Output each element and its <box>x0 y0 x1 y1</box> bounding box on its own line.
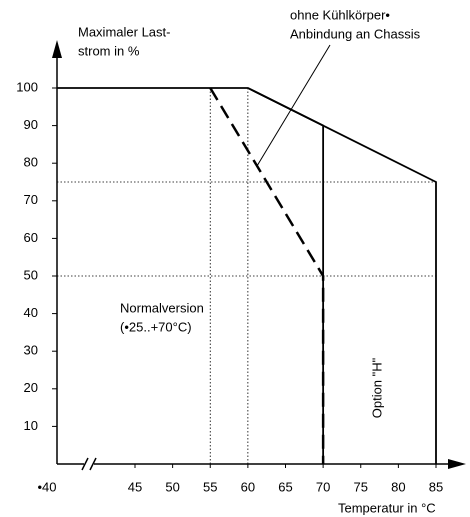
y-tick-label: 100 <box>16 79 38 94</box>
x-tick-label: 55 <box>203 479 217 494</box>
y-axis-title: Maximaler Last- <box>78 24 170 39</box>
y-tick-label: 20 <box>24 380 38 395</box>
y-tick-label: 50 <box>24 267 38 282</box>
x-tick-label: 45 <box>128 479 142 494</box>
axis-break-gap <box>84 458 94 470</box>
y-tick-label: 30 <box>24 343 38 358</box>
annotation: Normalversion <box>120 300 204 315</box>
y-axis-arrow <box>52 40 62 58</box>
y-axis-title: strom in % <box>78 43 140 58</box>
x-tick-label: 70 <box>316 479 330 494</box>
x-tick-label: 65 <box>278 479 292 494</box>
x-tick-label: 75 <box>354 479 368 494</box>
x-tick-label: 80 <box>391 479 405 494</box>
y-tick-label: 40 <box>24 305 38 320</box>
axis-break <box>89 457 97 471</box>
y-tick-label: 90 <box>24 117 38 132</box>
line-series <box>209 87 325 464</box>
y-tick-label: 10 <box>24 418 38 433</box>
x-tick-label: 50 <box>165 479 179 494</box>
annotation: Option "H" <box>369 357 384 418</box>
y-tick-label: 60 <box>24 230 38 245</box>
y-tick-label: 70 <box>24 192 38 207</box>
y-tick-label: 80 <box>24 155 38 170</box>
x-axis-arrow <box>448 459 466 469</box>
x-tick-label: 85 <box>429 479 443 494</box>
x-tick-label: 60 <box>241 479 255 494</box>
annotation: Anbindung an Chassis <box>290 26 421 41</box>
x-axis-title: Temperatur in °C <box>338 500 436 515</box>
axis-break <box>81 457 89 471</box>
x-tick-label: •40 <box>37 479 56 494</box>
leader-line <box>256 44 331 167</box>
line-series <box>57 87 437 464</box>
annotation: ohne Kühlkörper• <box>290 7 390 22</box>
annotation: (•25..+70°C) <box>120 319 192 334</box>
